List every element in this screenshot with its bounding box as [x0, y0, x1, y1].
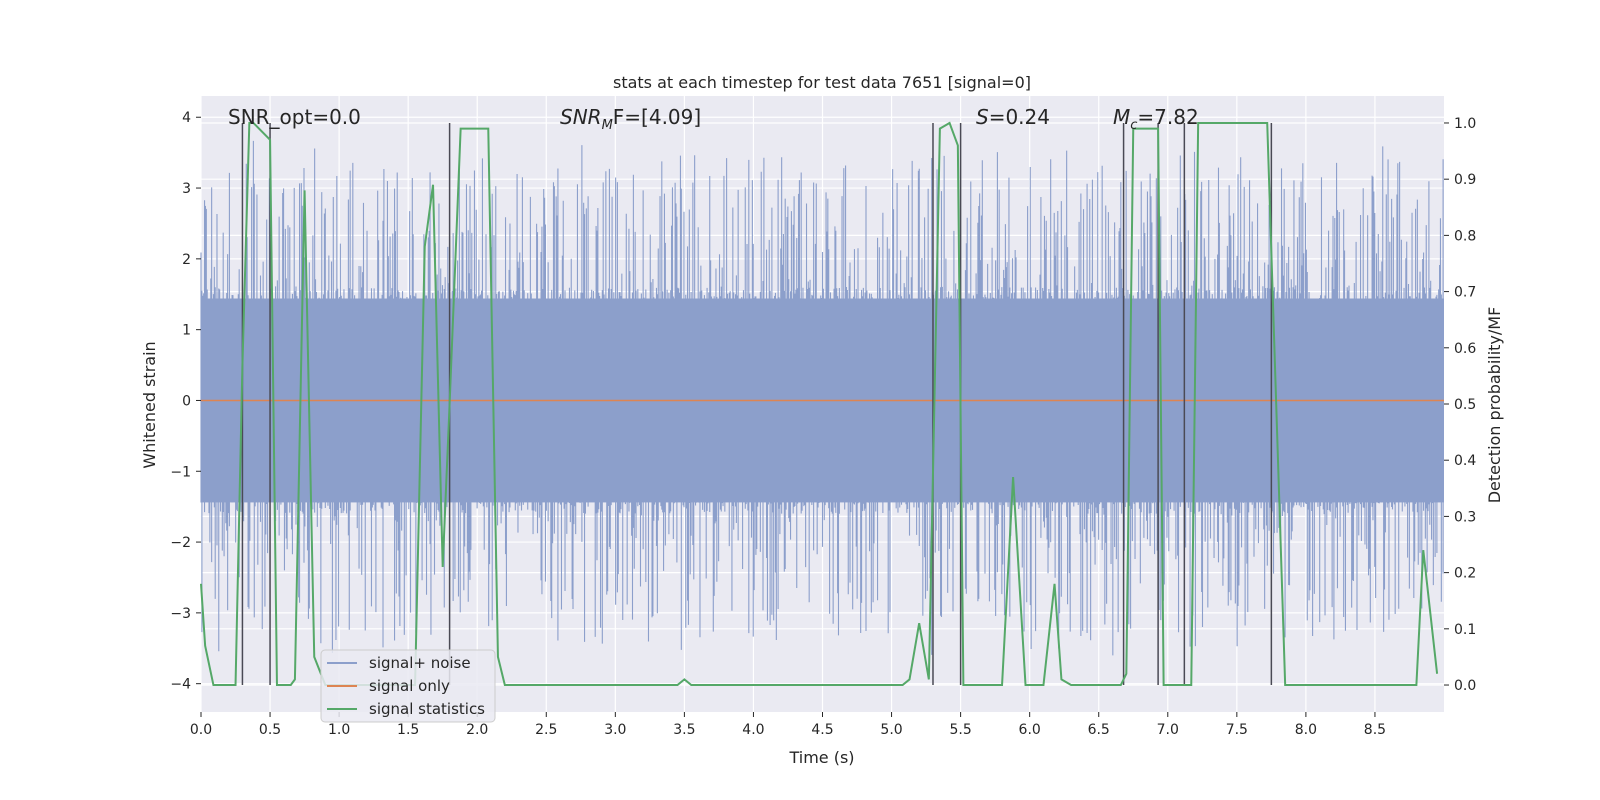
- x-tick-label: 3.5: [673, 722, 695, 738]
- annotation-s-value: S=0.24: [976, 105, 1050, 129]
- x-tick-label: 7.5: [1226, 722, 1248, 738]
- x-tick-label: 5.0: [880, 722, 902, 738]
- y2-axis-label: Detection probability/MF: [1485, 307, 1504, 504]
- x-tick-label: 6.5: [1088, 722, 1110, 738]
- y-axis-label: Whitened strain: [140, 341, 159, 468]
- y-tick-label: 2: [182, 252, 191, 268]
- y-tick-label: −3: [170, 606, 191, 622]
- x-tick-label: 5.5: [949, 722, 971, 738]
- annotation-snr-mf-rest: F=[4.09]: [613, 105, 701, 129]
- x-tick-label: 1.0: [328, 722, 350, 738]
- y-tick-label: −4: [170, 677, 191, 693]
- y2-tick-label: 0.0: [1454, 678, 1476, 694]
- y2-tick-label: 0.5: [1454, 397, 1476, 413]
- y2-tick-label: 0.9: [1454, 172, 1476, 188]
- annotation-mc-rest: =7.82: [1137, 105, 1198, 129]
- y-tick-label: 4: [182, 110, 191, 126]
- legend-label-signal-only: signal only: [369, 677, 450, 695]
- y2-axis-ticks: 0.0 0.1 0.2 0.3 0.4 0.5 0.6 0.7 0.8 0.9 1.0: [1444, 116, 1476, 694]
- series-signal-statistics: [200, 121, 1439, 687]
- y-axis-ticks: −4 −3 −2 −1 0 1 2 3 4: [170, 110, 201, 693]
- annotation-s-rest: =0.24: [989, 105, 1050, 129]
- y2-tick-label: 0.2: [1454, 566, 1476, 582]
- x-tick-label: 0.5: [259, 722, 281, 738]
- x-tick-label: 3.0: [604, 722, 626, 738]
- annotation-snr-mf-sub: M: [602, 118, 613, 133]
- x-axis-label: Time (s): [788, 748, 854, 767]
- y2-tick-label: 0.8: [1454, 228, 1476, 244]
- y2-tick-label: 0.1: [1454, 622, 1476, 638]
- y-tick-label: −1: [170, 464, 191, 480]
- x-tick-label: 2.5: [535, 722, 557, 738]
- x-tick-label: 4.5: [811, 722, 833, 738]
- y2-tick-label: 0.6: [1454, 341, 1476, 357]
- legend-box: [320, 649, 496, 723]
- y-tick-label: 1: [182, 323, 191, 339]
- annotation-snr-mf: SNRMF=[4.09]: [560, 105, 701, 133]
- y-tick-label: −2: [170, 535, 191, 551]
- chart-title: stats at each timestep for test data 765…: [613, 73, 1031, 92]
- legend: signal+ noise signal only signal statist…: [320, 649, 496, 723]
- x-tick-label: 0.0: [190, 722, 212, 738]
- x-tick-label: 1.5: [397, 722, 419, 738]
- x-tick-label: 8.0: [1295, 722, 1317, 738]
- annotation-mc-value: Mc=7.82: [1113, 105, 1199, 133]
- x-axis-ticks: 0.0 0.5 1.0 1.5 2.0 2.5 3.0 3.5 4.0 4.5 5.0 5.5 6.0 6…: [190, 712, 1386, 738]
- annotation-s-base: S: [976, 105, 989, 129]
- annotation-mc-sub: c: [1130, 118, 1137, 133]
- annotation-snr-mf-base: SNR: [560, 105, 602, 129]
- legend-label-signal-statistics: signal statistics: [369, 700, 485, 718]
- annotation-mc-base: M: [1113, 105, 1130, 129]
- x-tick-label: 6.0: [1019, 722, 1041, 738]
- y2-tick-label: 0.7: [1454, 285, 1476, 301]
- y2-tick-label: 1.0: [1454, 116, 1476, 132]
- y-tick-label: 0: [182, 393, 191, 409]
- y2-tick-label: 0.4: [1454, 453, 1476, 469]
- annotation-snr-opt: SNR_opt=0.0: [228, 105, 361, 129]
- x-tick-label: 4.0: [742, 722, 764, 738]
- y-tick-label: 3: [182, 181, 191, 197]
- y2-tick-label: 0.3: [1454, 509, 1476, 525]
- x-tick-label: 8.5: [1364, 722, 1386, 738]
- x-tick-label: 2.0: [466, 722, 488, 738]
- x-tick-label: 7.0: [1157, 722, 1179, 738]
- legend-label-signal-plus-noise: signal+ noise: [369, 654, 471, 672]
